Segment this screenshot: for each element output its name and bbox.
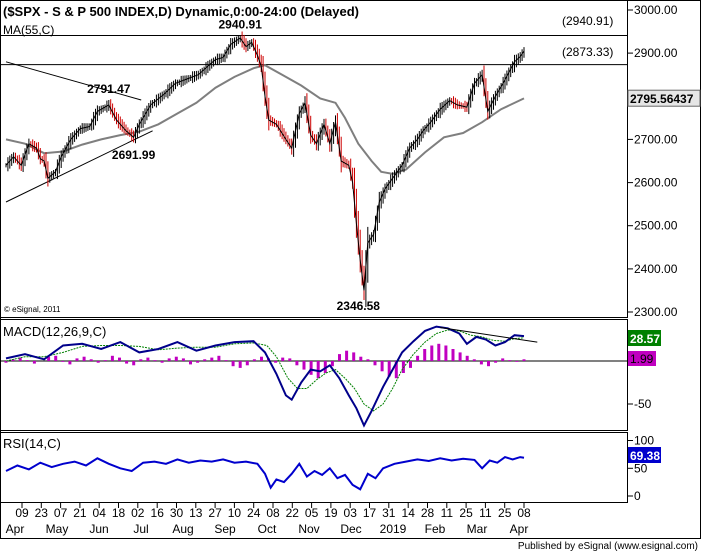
level-label-high: (2940.91) [562, 14, 613, 28]
month-label: 2019 [380, 522, 407, 536]
rsi-label: RSI(14,C) [3, 436, 61, 451]
day-label: 28 [421, 506, 435, 520]
trendline-1 [5, 61, 142, 101]
day-label: 30 [170, 506, 184, 520]
macd-panel [0, 319, 628, 431]
price-tick-label: 2300.00 [634, 305, 678, 319]
ma-55-line [5, 64, 525, 175]
month-label: Apr [6, 522, 25, 536]
ma-label: MA(55,C) [3, 23, 54, 37]
histogram-value-box [628, 351, 656, 366]
ma-value-box [627, 89, 701, 107]
close-line [5, 37, 525, 291]
month-label: Sep [214, 522, 236, 536]
price-tick-label: 3000.00 [634, 3, 678, 17]
day-label: 25 [498, 506, 512, 520]
copyright-text: © eSignal, 2011 [4, 305, 61, 314]
day-label: 03 [344, 506, 358, 520]
day-label: 27 [208, 506, 222, 520]
level-label-resistance: (2873.33) [562, 45, 613, 59]
macd-divergence-line [440, 327, 538, 343]
chart-title: ($SPX - S & P 500 INDEX,D) Dynamic,0:00-… [3, 4, 359, 19]
macd-signal-line [5, 329, 525, 412]
day-label: 09 [15, 506, 29, 520]
macd-value-box [628, 330, 661, 346]
time-axis: 09 23 07 21 04 18 02 16 30 13 27 10 24 08 22 05 19 03 17 31… [6, 503, 531, 536]
day-label: 19 [324, 506, 338, 520]
day-label: 10 [228, 506, 242, 520]
day-label: 02 [131, 506, 145, 520]
price-layer: 2940.91 2791.47 2691.99 2346.58 [1, 18, 627, 313]
day-label: 07 [54, 506, 68, 520]
day-label: 14 [402, 506, 416, 520]
rsi-tick-label: 100 [634, 434, 654, 448]
rsi-value-box [628, 447, 661, 463]
month-label: Jul [133, 522, 148, 536]
annotation-2940-91: 2940.91 [219, 18, 263, 32]
month-label: Aug [172, 522, 193, 536]
annotation-2346-58: 2346.58 [337, 299, 381, 313]
price-tick-label: 2600.00 [634, 176, 678, 190]
price-tick-label: 2700.00 [634, 132, 678, 146]
day-label: 24 [247, 506, 261, 520]
price-tick-label: 2500.00 [634, 219, 678, 233]
day-label: 11 [479, 506, 492, 520]
price-axis: 3000.002900.002800.002700.002600.002500.… [627, 3, 701, 319]
rsi-layer: 100 50 0 69.38 [5, 434, 661, 503]
macd-line [5, 325, 525, 428]
rsi-tick-label: 50 [634, 461, 648, 475]
day-label: 13 [189, 506, 203, 520]
price-panel [0, 0, 628, 318]
month-label: Nov [298, 522, 319, 536]
macd-tick-label: -50 [634, 397, 652, 411]
month-label: Dec [340, 522, 361, 536]
day-label: 25 [459, 506, 473, 520]
month-label: Jun [89, 522, 108, 536]
histogram-value-label: 1.99 [630, 352, 654, 366]
trendline-2 [5, 130, 153, 203]
month-label: Oct [258, 522, 277, 536]
macd-layer: -50 28.57 1.99 [1, 325, 661, 428]
day-label: 17 [363, 506, 377, 520]
month-label: Mar [467, 522, 488, 536]
macd-value-label: 28.57 [630, 332, 660, 346]
day-label: 16 [151, 506, 165, 520]
macd-label: MACD(12,26,9,C) [3, 324, 106, 339]
day-label: 05 [305, 506, 319, 520]
annotation-2691-99: 2691.99 [112, 148, 156, 162]
day-label: 11 [441, 506, 454, 520]
annotation-2791-47: 2791.47 [87, 82, 131, 96]
price-tick-label: 2400.00 [634, 262, 678, 276]
rsi-value-label: 69.38 [630, 449, 660, 463]
month-label: Apr [510, 522, 529, 536]
day-label: 23 [35, 506, 49, 520]
price-tick-label: 2900.00 [634, 46, 678, 60]
day-label: 08 [517, 506, 531, 520]
rsi-tick-label: 0 [634, 489, 641, 503]
footer-text: Published by eSignal (www.esignal.com) [518, 541, 698, 552]
day-label: 22 [286, 506, 300, 520]
day-label: 31 [382, 506, 396, 520]
day-label: 04 [93, 506, 107, 520]
day-label: 21 [73, 506, 87, 520]
day-label: 18 [112, 506, 126, 520]
rsi-panel [0, 432, 628, 503]
chart-frame [0, 0, 701, 539]
month-label: May [46, 522, 69, 536]
day-label: 08 [266, 506, 280, 520]
month-label: Feb [425, 522, 446, 536]
ma-value-label: 2795.56437 [630, 92, 694, 106]
rsi-line [5, 455, 525, 491]
